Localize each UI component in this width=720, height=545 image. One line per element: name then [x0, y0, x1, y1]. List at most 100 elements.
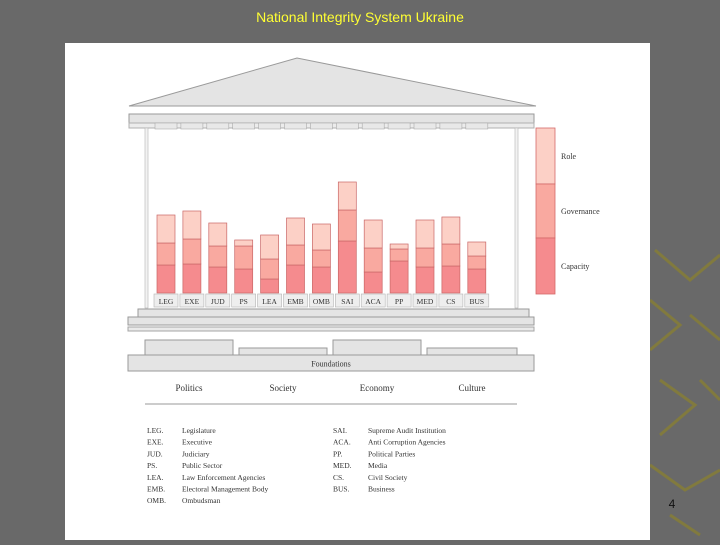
- beam-tab-sai: [335, 122, 359, 130]
- legend-abbr: EMB.: [147, 485, 165, 494]
- bar-sai-role: [337, 181, 357, 211]
- legend-name: Business: [368, 485, 395, 494]
- bar-exe-capacity: [182, 263, 202, 294]
- side-legend-capacity-swatch: [535, 237, 556, 295]
- pillar-label-box-exe: [179, 293, 205, 308]
- pillar-label-sai: SAI: [341, 297, 354, 306]
- foundation-block-3: [332, 339, 422, 356]
- pillar-label-box-pp: [386, 293, 412, 308]
- foundation-economy: Economy: [360, 383, 395, 393]
- legend-name: Legislature: [182, 426, 216, 435]
- pillar-label-box-bus: [464, 293, 490, 308]
- pillar-label-ps: PS: [240, 297, 248, 306]
- bar-aca-capacity: [363, 271, 383, 294]
- legend-name: Ombudsman: [182, 496, 221, 505]
- pillar-label-bus: BUS: [470, 297, 485, 306]
- pillar-label-exe: EXE: [185, 297, 200, 306]
- beam-tab-jud: [206, 122, 230, 130]
- bar-ps-role: [234, 239, 254, 247]
- pillar-label-cs: CS: [446, 297, 455, 306]
- bar-med-role: [415, 219, 435, 249]
- left-column: [144, 127, 149, 309]
- legend-abbr: SAI.: [333, 426, 347, 435]
- side-legend-governance-label: Governance: [561, 207, 600, 216]
- pillar-label-box-med: [412, 293, 438, 308]
- pillar-label-box-jud: [205, 293, 231, 308]
- bar-lea-capacity: [260, 278, 279, 294]
- side-legend-governance-swatch: [535, 183, 556, 239]
- pillar-label-box-sai: [334, 293, 360, 308]
- bar-lea-governance: [260, 258, 279, 280]
- bar-lea-role: [260, 234, 279, 260]
- bar-omb-role: [312, 223, 331, 251]
- right-column: [514, 127, 519, 309]
- side-legend-capacity-label: Capacity: [561, 262, 589, 271]
- bar-pp-capacity: [389, 260, 409, 294]
- temple-floor: [127, 316, 535, 326]
- bar-jud-capacity: [208, 266, 228, 294]
- legend-abbr: JUD.: [147, 449, 163, 458]
- legend-abbr: PP.: [333, 449, 343, 458]
- temple-roof: [128, 57, 537, 107]
- legend-abbr: EXE.: [147, 438, 164, 447]
- bar-bus-role: [467, 241, 487, 257]
- roof-beam: [128, 113, 535, 124]
- decorative-pattern: [650, 248, 720, 537]
- legend-name: Civil Society: [368, 473, 408, 482]
- pillar-label-pp: PP: [395, 297, 403, 306]
- beam-tab-leg: [154, 122, 178, 130]
- bar-med-capacity: [415, 266, 435, 294]
- bar-exe-role: [182, 210, 202, 240]
- legend-name: Electoral Management Body: [182, 485, 268, 494]
- bar-emb-role: [286, 217, 305, 246]
- legend-name: Public Sector: [182, 461, 223, 470]
- bar-bus-governance: [467, 255, 487, 270]
- bar-ps-capacity: [234, 268, 254, 294]
- bar-ps-governance: [234, 245, 254, 270]
- bar-leg-capacity: [156, 264, 176, 294]
- beam-tab-bus: [465, 122, 489, 130]
- beam-tab-emb: [284, 122, 307, 130]
- legend-abbr: OMB.: [147, 496, 166, 505]
- beam-tab-pp: [387, 122, 411, 130]
- legend-name: Media: [368, 461, 388, 470]
- bar-leg-governance: [156, 242, 176, 266]
- bar-pp-role: [389, 243, 409, 250]
- beam-tab-exe: [180, 122, 204, 130]
- bar-leg-role: [156, 214, 176, 244]
- pillar-label-leg: LEG: [159, 297, 174, 306]
- beam-tab-aca: [361, 122, 385, 130]
- pillar-label-med: MED: [417, 297, 434, 306]
- legend-name: Political Parties: [368, 449, 415, 458]
- bar-cs-governance: [441, 243, 461, 267]
- legend-abbr: BUS.: [333, 485, 350, 494]
- legend-abbr: CS.: [333, 473, 344, 482]
- beam-tab-med: [413, 122, 437, 130]
- pillar-label-box-lea: [257, 293, 282, 308]
- pillar-label-box-aca: [360, 293, 386, 308]
- foundation-base: [127, 354, 535, 372]
- nis-temple-diagram: LEG EXE JUD PS LEA EMB OMB SAI ACA PP MED CS BUS Fou…: [127, 57, 600, 505]
- pillar-label-omb: OMB: [313, 297, 330, 306]
- pillar-label-emb: EMB: [287, 297, 303, 306]
- side-legend-role-label: Role: [561, 152, 577, 161]
- foundation-platform: [127, 326, 535, 332]
- bar-omb-governance: [312, 249, 331, 268]
- legend-abbr: PS.: [147, 461, 157, 470]
- page-number: 4: [668, 497, 676, 511]
- foundation-society: Society: [270, 383, 297, 393]
- bar-omb-capacity: [312, 266, 331, 294]
- bar-sai-capacity: [337, 240, 357, 294]
- foundation-block-1: [144, 339, 234, 356]
- pillar-label-lea: LEA: [262, 297, 277, 306]
- foundation-block-2: [238, 347, 328, 356]
- bar-aca-role: [363, 219, 383, 249]
- bar-med-governance: [415, 247, 435, 268]
- bar-emb-governance: [286, 244, 305, 266]
- pillar-label-box-leg: [153, 293, 179, 308]
- legend-name: Supreme Audit Institution: [368, 426, 446, 435]
- foundation-block-4: [426, 347, 518, 356]
- legend-abbr: LEA.: [147, 473, 164, 482]
- foundations-label: Foundations: [311, 360, 351, 369]
- bar-pp-governance: [389, 248, 409, 262]
